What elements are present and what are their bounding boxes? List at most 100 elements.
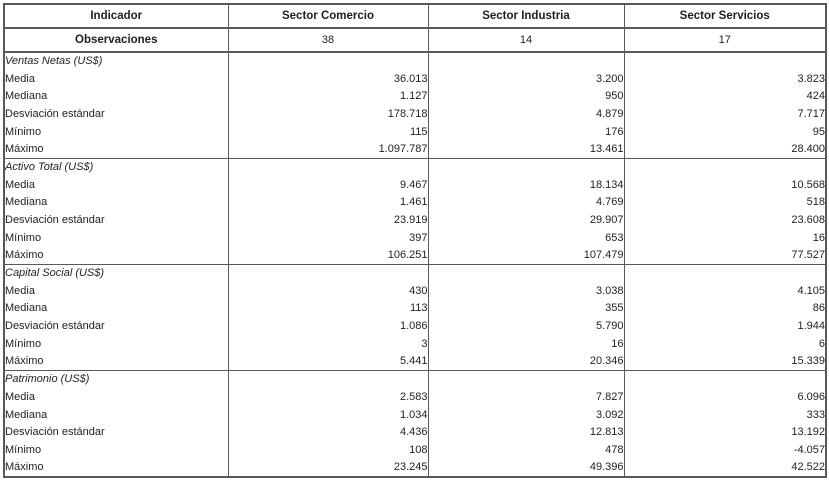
stat-label: Media [3, 175, 229, 194]
empty-cell [427, 263, 625, 282]
stat-value: 4.879 [427, 105, 625, 123]
stat-value: 1.086 [227, 317, 429, 335]
empty-cell [227, 263, 429, 282]
stat-label: Media [3, 281, 229, 300]
stat-value: 2.583 [227, 388, 429, 406]
empty-cell [623, 263, 827, 282]
stat-value: 29.907 [427, 211, 625, 229]
stat-label: Mínimo [3, 122, 229, 141]
table-row: Media 9.467 18.134 10.568 [3, 175, 827, 194]
column-header-indicador: Indicador [3, 4, 229, 29]
stat-label: Máximo [3, 140, 229, 159]
table-row: Desviación estándar 4.436 12.813 13.192 [3, 423, 827, 442]
stat-label: Desviación estándar [3, 317, 229, 335]
stat-value: 5.441 [227, 352, 429, 371]
empty-cell [227, 51, 429, 70]
stat-value: 6 [623, 335, 827, 353]
stat-value: 333 [623, 405, 827, 424]
stat-value: 115 [227, 122, 429, 141]
stat-value: 176 [427, 122, 625, 141]
stat-value: -4.057 [623, 441, 827, 459]
stat-value: 28.400 [623, 140, 827, 159]
stat-label: Mínimo [3, 335, 229, 353]
column-header-sector-industria: Sector Industria [427, 4, 625, 29]
stat-value: 42.522 [623, 458, 827, 477]
table-row: Máximo 106.251 107.479 77.527 [3, 246, 827, 265]
table-row: Media 2.583 7.827 6.096 [3, 388, 827, 406]
stat-label: Mínimo [3, 228, 229, 247]
stat-label: Mínimo [3, 441, 229, 459]
stat-label: Desviación estándar [3, 211, 229, 229]
stat-value: 107.479 [427, 246, 625, 265]
stat-value: 16 [427, 335, 625, 353]
table-row: Mínimo 115 176 95 [3, 122, 827, 141]
stat-value: 15.339 [623, 352, 827, 371]
section-title: Capital Social (US$) [3, 263, 229, 282]
table-row: Media 430 3.038 4.105 [3, 281, 827, 300]
column-header-sector-servicios: Sector Servicios [623, 4, 827, 29]
table-row: Media 36.013 3.200 3.823 [3, 69, 827, 88]
stat-value: 3.092 [427, 405, 625, 424]
stat-value: 1.461 [227, 193, 429, 212]
stat-value: 86 [623, 299, 827, 318]
empty-cell [227, 369, 429, 389]
stat-value: 3 [227, 335, 429, 353]
stat-value: 113 [227, 299, 429, 318]
stat-value: 23.608 [623, 211, 827, 229]
section-title: Activo Total (US$) [3, 157, 229, 176]
stat-value: 106.251 [227, 246, 429, 265]
stat-value: 9.467 [227, 175, 429, 194]
stat-label: Máximo [3, 246, 229, 265]
column-header-sector-comercio: Sector Comercio [227, 4, 429, 29]
stat-label: Mediana [3, 193, 229, 212]
stat-label: Máximo [3, 458, 229, 477]
stat-value: 478 [427, 441, 625, 459]
stat-value: 16 [623, 228, 827, 247]
stat-value: 95 [623, 122, 827, 141]
stat-value: 36.013 [227, 69, 429, 88]
empty-cell [427, 157, 625, 176]
table-row: Máximo 5.441 20.346 15.339 [3, 352, 827, 371]
stat-value: 10.568 [623, 175, 827, 194]
stat-value: 4.105 [623, 281, 827, 300]
stat-value: 23.245 [227, 458, 429, 477]
empty-cell [227, 157, 429, 176]
stat-value: 424 [623, 87, 827, 106]
table-row: Mediana 1.461 4.769 518 [3, 193, 827, 212]
table-row: Mínimo 108 478 -4.057 [3, 441, 827, 459]
stat-value: 20.346 [427, 352, 625, 371]
section-title: Patrimonio (US$) [3, 369, 229, 389]
stat-label: Media [3, 388, 229, 406]
table-header-row: Indicador Sector Comercio Sector Industr… [3, 4, 827, 29]
table-row: Mínimo 397 653 16 [3, 228, 827, 247]
stat-value: 430 [227, 281, 429, 300]
stat-value: 397 [227, 228, 429, 247]
table-row: Mediana 1.034 3.092 333 [3, 405, 827, 424]
stat-value: 653 [427, 228, 625, 247]
stat-value: 108 [227, 441, 429, 459]
section-title-row: Patrimonio (US$) [3, 369, 827, 389]
observations-value: 38 [227, 28, 429, 53]
stat-value: 12.813 [427, 423, 625, 442]
table-row: Máximo 1.097.787 13.461 28.400 [3, 140, 827, 159]
stat-value: 1.097.787 [227, 140, 429, 159]
stat-value: 6.096 [623, 388, 827, 406]
stat-value: 1.944 [623, 317, 827, 335]
stat-value: 1.127 [227, 87, 429, 106]
stat-value: 355 [427, 299, 625, 318]
stat-value: 3.038 [427, 281, 625, 300]
stat-value: 950 [427, 87, 625, 106]
table-row: Mínimo 3 16 6 [3, 335, 827, 353]
stat-label: Mediana [3, 299, 229, 318]
table-row: Máximo 23.245 49.396 42.522 [3, 458, 827, 477]
stat-value: 18.134 [427, 175, 625, 194]
stat-value: 5.790 [427, 317, 625, 335]
stat-value: 3.200 [427, 69, 625, 88]
stat-value: 13.461 [427, 140, 625, 159]
section-title-row: Ventas Netas (US$) [3, 51, 827, 70]
stat-value: 13.192 [623, 423, 827, 442]
stat-value: 7.827 [427, 388, 625, 406]
empty-cell [623, 369, 827, 389]
observations-value: 17 [623, 28, 827, 53]
